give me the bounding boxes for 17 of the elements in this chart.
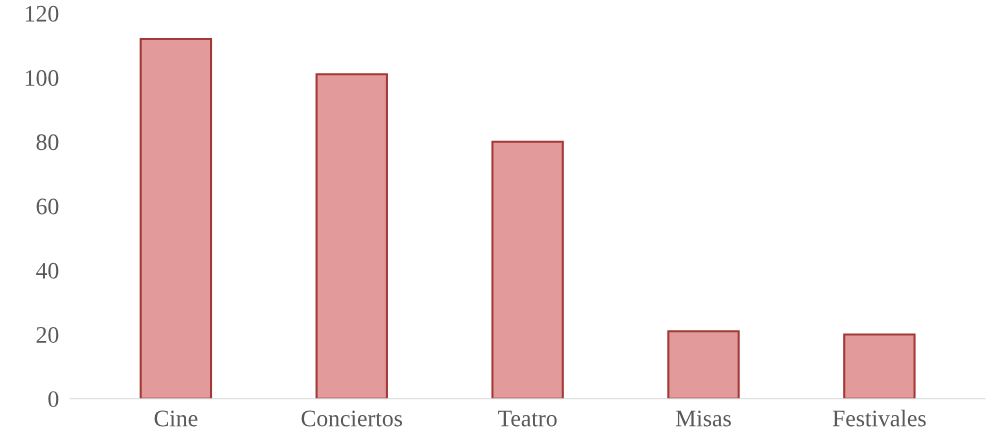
y-tick-label: 80 bbox=[36, 134, 59, 151]
x-tick-label: Festivales bbox=[832, 409, 926, 427]
x-tick-label: Teatro bbox=[498, 410, 557, 427]
y-tick-label: 120 bbox=[25, 5, 59, 22]
bar bbox=[315, 73, 388, 399]
bar bbox=[667, 330, 740, 399]
y-tick-label: 20 bbox=[36, 326, 59, 343]
bar bbox=[843, 333, 916, 399]
y-tick-label: 0 bbox=[48, 391, 59, 408]
bar bbox=[139, 37, 213, 399]
bar bbox=[491, 140, 564, 399]
y-tick-label: 60 bbox=[36, 198, 59, 215]
x-tick-label: Conciertos bbox=[301, 410, 403, 427]
y-tick-label: 40 bbox=[36, 262, 59, 279]
y-tick-label: 100 bbox=[25, 70, 59, 86]
x-tick-label: Cine bbox=[154, 410, 198, 427]
x-tick-label: Misas bbox=[675, 410, 731, 427]
